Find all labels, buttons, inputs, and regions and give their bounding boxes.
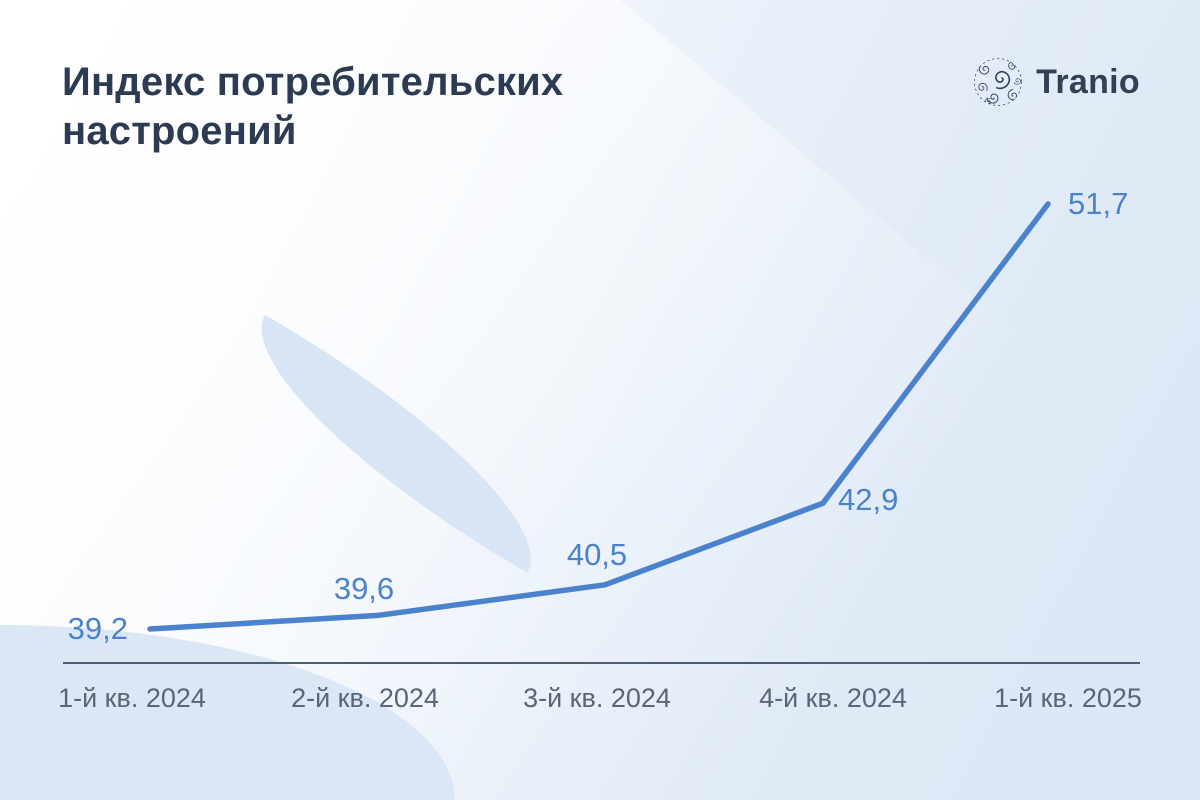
- x-axis-tick-label: 3-й кв. 2024: [523, 683, 671, 713]
- x-axis-tick-label: 4-й кв. 2024: [759, 683, 907, 713]
- page-title: Индекс потребительских настроений: [62, 60, 564, 153]
- brand-logo: Tranio: [972, 56, 1140, 108]
- data-point-label: 39,2: [67, 611, 128, 646]
- data-point-label: 39,6: [333, 571, 395, 607]
- tranio-spiral-logo-icon: [972, 56, 1024, 108]
- x-axis-tick-label: 2-й кв. 2024: [291, 683, 439, 713]
- x-axis-tick-label: 1-й кв. 2025: [994, 683, 1142, 713]
- brand-name: Tranio: [1036, 62, 1140, 101]
- data-point-label: 42,9: [838, 482, 899, 518]
- trend-line: [147, 201, 1051, 632]
- x-axis-tick-label: 1-й кв. 2024: [58, 683, 206, 713]
- data-point-label: 40,5: [566, 536, 628, 572]
- data-point-label: 51,7: [1068, 186, 1129, 221]
